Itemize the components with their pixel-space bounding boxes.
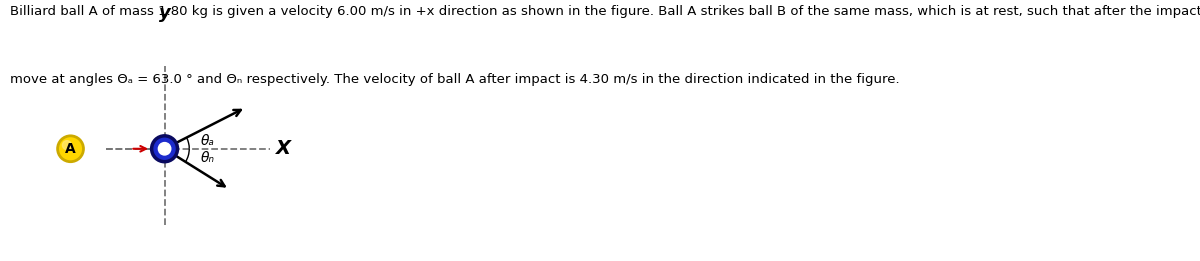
Circle shape	[151, 136, 178, 162]
Text: X: X	[276, 139, 290, 158]
Circle shape	[62, 141, 72, 150]
Text: y: y	[158, 4, 170, 22]
Text: θₐ: θₐ	[202, 134, 215, 147]
Text: move at angles Θₐ = 63.0 ° and Θₙ respectively. The velocity of ball A after imp: move at angles Θₐ = 63.0 ° and Θₙ respec…	[10, 73, 899, 86]
Text: Billiard ball A of mass 1.80 kg is given a velocity 6.00 m/s in +x direction as : Billiard ball A of mass 1.80 kg is given…	[10, 5, 1200, 18]
Circle shape	[158, 143, 170, 155]
Text: A: A	[65, 142, 76, 156]
Text: θₙ: θₙ	[200, 151, 215, 165]
Text: B: B	[160, 142, 169, 155]
Circle shape	[58, 136, 84, 162]
